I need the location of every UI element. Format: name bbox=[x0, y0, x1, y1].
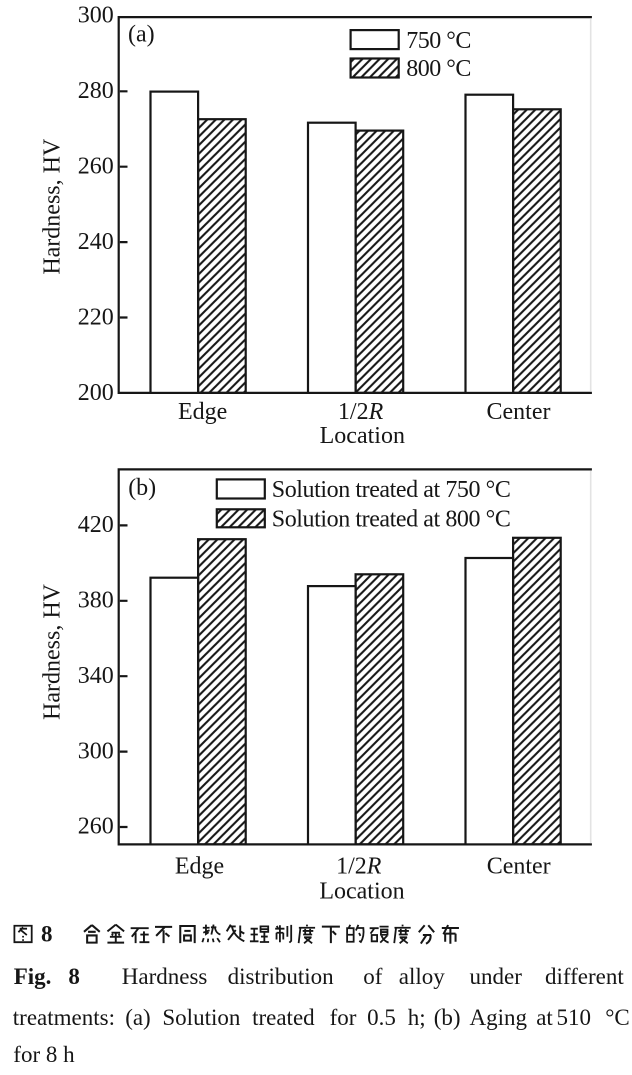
svg-text:Edge: Edge bbox=[178, 399, 227, 425]
svg-text:treatments:: treatments: bbox=[13, 1005, 115, 1030]
svg-text:(a): (a) bbox=[128, 22, 155, 48]
svg-text:300: 300 bbox=[78, 738, 114, 764]
svg-text:Hardness, HV: Hardness, HV bbox=[40, 583, 66, 720]
svg-text:8: 8 bbox=[68, 964, 80, 989]
svg-text:h;: h; bbox=[408, 1005, 426, 1030]
svg-text:of: of bbox=[363, 964, 383, 989]
svg-text:340: 340 bbox=[78, 663, 114, 689]
svg-text:Solution treated at 750 °C: Solution treated at 750 °C bbox=[272, 477, 511, 503]
svg-text:Location: Location bbox=[319, 879, 404, 905]
svg-text:220: 220 bbox=[78, 304, 114, 330]
svg-text:treated: treated bbox=[252, 1005, 315, 1030]
svg-text:200: 200 bbox=[78, 380, 114, 406]
svg-text:Center: Center bbox=[487, 854, 551, 880]
svg-text:Solution treated at 800 °C: Solution treated at 800 °C bbox=[272, 507, 511, 533]
svg-text:(b): (b) bbox=[128, 475, 156, 501]
svg-text:420: 420 bbox=[78, 512, 114, 538]
svg-text:Aging: Aging bbox=[470, 1005, 528, 1030]
svg-text:300: 300 bbox=[78, 3, 114, 29]
svg-text:Fig.: Fig. bbox=[14, 964, 52, 989]
svg-text:Hardness, HV: Hardness, HV bbox=[40, 138, 66, 275]
svg-text:0.5: 0.5 bbox=[367, 1005, 396, 1030]
svg-text:800 °C: 800 °C bbox=[406, 56, 471, 82]
svg-text:260: 260 bbox=[78, 814, 114, 840]
svg-text:different: different bbox=[545, 964, 624, 989]
svg-text:1/2R: 1/2R bbox=[336, 854, 382, 880]
svg-text:Location: Location bbox=[320, 423, 405, 449]
svg-text:380: 380 bbox=[78, 588, 114, 614]
svg-text:8: 8 bbox=[41, 922, 53, 947]
svg-text:Center: Center bbox=[487, 399, 551, 425]
svg-text:(a): (a) bbox=[125, 1005, 151, 1030]
svg-text:Hardness: Hardness bbox=[122, 964, 208, 989]
svg-text:Edge: Edge bbox=[175, 854, 224, 880]
svg-text:510: 510 bbox=[557, 1005, 592, 1030]
svg-text:1/2R: 1/2R bbox=[338, 399, 384, 425]
svg-text:280: 280 bbox=[78, 78, 114, 104]
svg-text:distribution: distribution bbox=[228, 964, 335, 989]
svg-text:Solution: Solution bbox=[162, 1005, 240, 1030]
svg-text:at: at bbox=[536, 1005, 553, 1030]
svg-text:240: 240 bbox=[78, 229, 114, 255]
svg-text:260: 260 bbox=[78, 154, 114, 180]
svg-text:°C: °C bbox=[605, 1005, 630, 1030]
svg-text:alloy: alloy bbox=[399, 964, 445, 989]
svg-text:for 8 h: for 8 h bbox=[13, 1042, 75, 1067]
svg-text:for: for bbox=[330, 1005, 357, 1030]
svg-text:(b): (b) bbox=[434, 1005, 461, 1030]
svg-text:under: under bbox=[470, 964, 523, 989]
svg-text:750 °C: 750 °C bbox=[406, 28, 471, 54]
